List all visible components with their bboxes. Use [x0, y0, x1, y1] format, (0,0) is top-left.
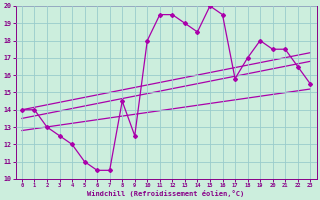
X-axis label: Windchill (Refroidissement éolien,°C): Windchill (Refroidissement éolien,°C) [87, 190, 245, 197]
